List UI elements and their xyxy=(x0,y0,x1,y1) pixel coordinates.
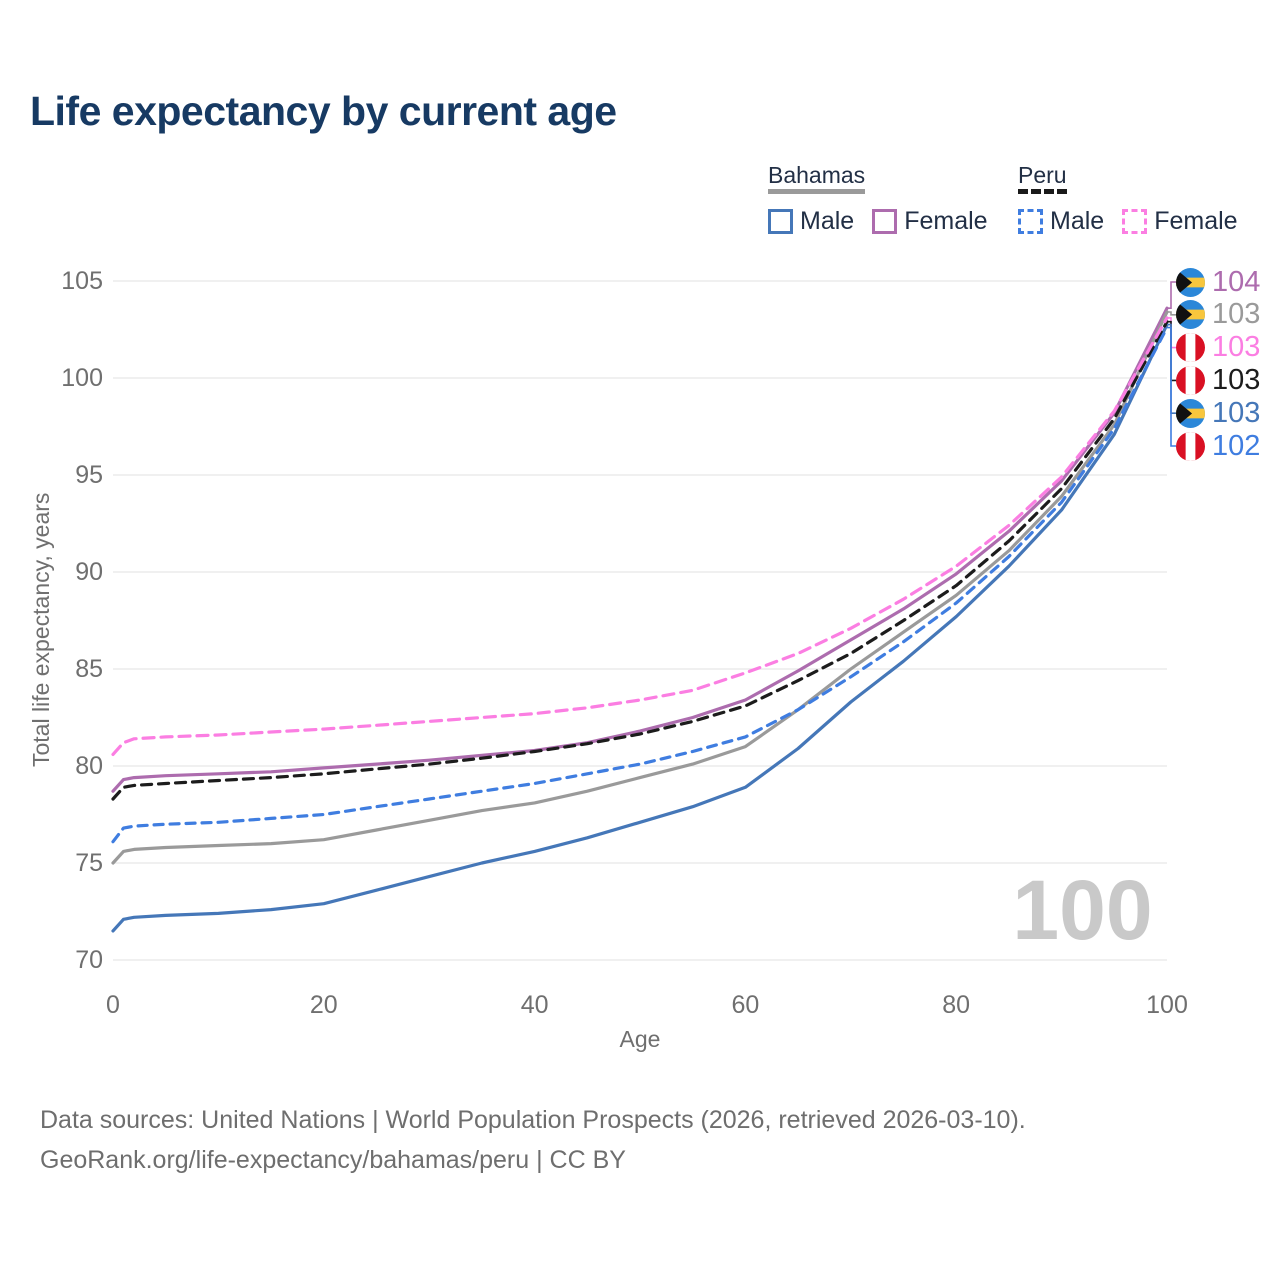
x-tick-label-0: 0 xyxy=(106,991,120,1019)
series-line-peru-female[interactable] xyxy=(111,316,1169,756)
series-line-bahamas-both[interactable] xyxy=(111,310,1169,865)
y-tick-label-85: 85 xyxy=(75,655,103,683)
end-label-value: 103 xyxy=(1212,331,1261,364)
y-axis-title: Total life expectancy, years xyxy=(28,492,54,768)
end-label-row-bahamas-female: 104 xyxy=(1176,267,1260,297)
end-label-value: 103 xyxy=(1212,298,1261,331)
legend-swatch-peru-male xyxy=(1018,209,1043,234)
end-label-row-bahamas-both: 103 xyxy=(1176,300,1260,330)
leader-line-bahamas-female xyxy=(1167,281,1176,309)
legend-item-label: Male xyxy=(1050,207,1105,235)
leader-line-peru-male xyxy=(1167,326,1176,447)
legend-swatch-peru-female xyxy=(1122,209,1148,234)
flag-icon-bahamas xyxy=(1176,300,1205,330)
x-axis-title: Age xyxy=(619,1026,661,1052)
legend-group-bahamas: Bahamas Male Female xyxy=(768,162,1006,236)
legend-item-label: Male xyxy=(800,207,855,235)
flag-icon-bahamas xyxy=(1176,398,1205,428)
y-tick-label-90: 90 xyxy=(75,558,103,586)
legend-country-label[interactable]: Peru xyxy=(1018,162,1067,205)
legend-swatch-bahamas-male xyxy=(768,209,793,234)
y-tick-label-80: 80 xyxy=(75,752,103,780)
legend-group-peru: Peru Male Female xyxy=(1018,162,1256,236)
legend-item-peru-female[interactable]: Female xyxy=(1122,207,1238,236)
legend-swatch-bahamas-female xyxy=(872,209,898,234)
y-tick-label-100: 100 xyxy=(61,364,103,392)
legend-item-peru-male[interactable]: Male xyxy=(1018,207,1104,236)
series-line-peru-male[interactable] xyxy=(111,326,1169,844)
legend-country-label[interactable]: Bahamas xyxy=(768,162,866,205)
end-label-row-bahamas-male: 103 xyxy=(1176,398,1260,428)
legend-country-underline xyxy=(1018,189,1067,194)
footer-source-line: Data sources: United Nations | World Pop… xyxy=(40,1106,1026,1134)
end-label-row-peru-both: 103 xyxy=(1176,365,1260,395)
y-tick-label-105: 105 xyxy=(61,267,103,295)
x-tick-label-20: 20 xyxy=(309,991,338,1019)
footer-url-line: GeoRank.org/life-expectancy/bahamas/peru… xyxy=(40,1146,626,1174)
end-label-value: 102 xyxy=(1212,429,1261,462)
series-line-bahamas-male[interactable] xyxy=(111,323,1169,933)
x-tick-label-60: 60 xyxy=(731,991,760,1019)
flag-icon-bahamas xyxy=(1176,267,1205,297)
legend-country-underline xyxy=(768,189,866,194)
legend-item-bahamas-male[interactable]: Male xyxy=(768,207,854,236)
end-label-value: 103 xyxy=(1212,396,1261,429)
leader-line-bahamas-both xyxy=(1167,311,1176,316)
end-label-value: 103 xyxy=(1212,363,1261,396)
flag-icon-peru xyxy=(1176,333,1205,363)
y-tick-label-95: 95 xyxy=(75,461,103,489)
end-label-value: 104 xyxy=(1212,265,1261,298)
flag-icon-peru xyxy=(1176,431,1205,461)
x-tick-label-100: 100 xyxy=(1146,991,1188,1019)
legend-item-label: Female xyxy=(904,207,988,235)
legend-item-label: Female xyxy=(1154,207,1238,235)
series-line-peru-both[interactable] xyxy=(111,320,1169,801)
page-title: Life expectancy by current age xyxy=(30,88,617,134)
age-watermark: 100 xyxy=(1012,863,1153,957)
y-tick-label-75: 75 xyxy=(75,849,103,877)
flag-icon-peru xyxy=(1176,365,1205,395)
end-label-row-peru-female: 103 xyxy=(1176,333,1260,363)
legend-item-bahamas-female[interactable]: Female xyxy=(872,207,988,236)
end-label-row-peru-male: 102 xyxy=(1176,431,1260,461)
y-tick-label-70: 70 xyxy=(75,946,103,974)
x-tick-label-80: 80 xyxy=(942,991,971,1019)
x-tick-label-40: 40 xyxy=(520,991,549,1019)
